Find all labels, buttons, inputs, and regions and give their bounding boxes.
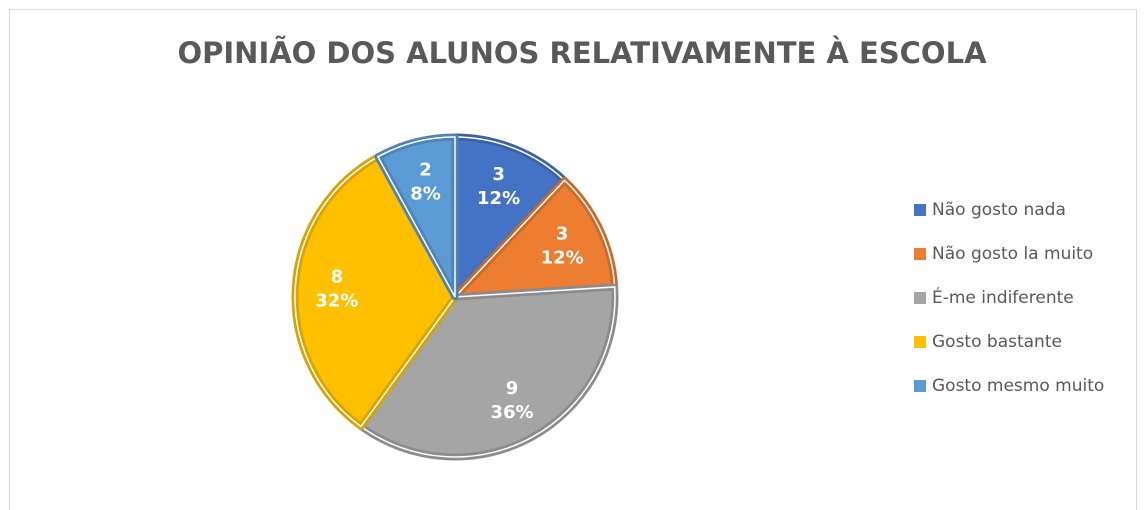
data-label-value: 8: [331, 267, 344, 288]
legend-swatch: [914, 292, 926, 304]
data-label-percent: 12%: [477, 188, 520, 209]
legend-label: Gosto bastante: [932, 332, 1062, 352]
legend-swatch: [914, 336, 926, 348]
chart-title: OPINIÃO DOS ALUNOS RELATIVAMENTE À ESCOL…: [177, 36, 987, 70]
slice-edge: [376, 136, 456, 298]
slice-edge: [359, 286, 616, 458]
legend-swatch: [914, 380, 926, 392]
data-label-percent: 36%: [490, 402, 533, 423]
data-label-value: 3: [492, 164, 505, 185]
legend-swatch: [914, 204, 926, 216]
data-label-value: 3: [556, 224, 569, 245]
slice-edge: [454, 136, 566, 299]
legend-label: Não gosto la muito: [932, 244, 1093, 264]
legend-label: Gosto mesmo muito: [932, 376, 1104, 396]
legend-label: Não gosto nada: [932, 200, 1066, 220]
legend-swatch: [914, 248, 926, 260]
data-label-value: 2: [419, 159, 432, 180]
legend-label: É-me indiferente: [932, 286, 1074, 308]
slice-edge: [453, 179, 616, 298]
slice-edge: [294, 155, 456, 428]
data-label-percent: 12%: [541, 248, 584, 269]
data-label-value: 9: [506, 378, 519, 399]
data-label-percent: 8%: [410, 183, 441, 204]
data-label-percent: 32%: [315, 291, 358, 312]
